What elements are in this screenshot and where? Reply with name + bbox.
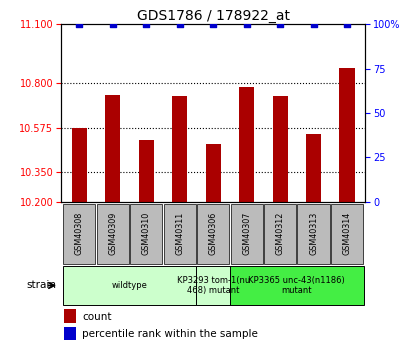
Bar	[297, 204, 330, 264]
Point	[176, 21, 183, 27]
Bar	[239, 87, 254, 202]
Text: GSM40306: GSM40306	[209, 212, 218, 255]
Bar	[206, 144, 220, 202]
Point	[76, 21, 83, 27]
Bar	[164, 204, 196, 264]
Title: GDS1786 / 178922_at: GDS1786 / 178922_at	[136, 9, 290, 23]
Bar	[64, 309, 76, 323]
Bar	[306, 134, 321, 202]
Bar	[72, 128, 87, 202]
Bar	[264, 204, 296, 264]
Point	[143, 21, 150, 27]
Text: GSM40308: GSM40308	[75, 212, 84, 255]
Text: count: count	[82, 312, 112, 322]
Point	[310, 21, 317, 27]
Point	[210, 21, 217, 27]
Text: KP3293 tom-1(nu
468) mutant: KP3293 tom-1(nu 468) mutant	[176, 276, 250, 295]
Text: KP3365 unc-43(n1186)
mutant: KP3365 unc-43(n1186) mutant	[248, 276, 345, 295]
Bar	[231, 204, 262, 264]
Text: GSM40307: GSM40307	[242, 212, 251, 255]
Text: percentile rank within the sample: percentile rank within the sample	[82, 329, 258, 339]
Text: GSM40314: GSM40314	[342, 212, 352, 255]
Bar	[339, 68, 354, 202]
Bar	[331, 204, 363, 264]
Bar	[63, 266, 197, 305]
Text: GSM40312: GSM40312	[276, 212, 285, 255]
Bar	[197, 204, 229, 264]
Bar	[105, 95, 120, 202]
Text: strain: strain	[27, 280, 57, 290]
Point	[109, 21, 116, 27]
Bar	[139, 140, 154, 202]
Text: wildtype: wildtype	[112, 281, 147, 290]
Bar	[130, 204, 162, 264]
Bar	[64, 327, 76, 340]
Bar	[273, 96, 288, 202]
Text: GSM40310: GSM40310	[142, 212, 151, 255]
Point	[243, 21, 250, 27]
Point	[277, 21, 284, 27]
Bar	[197, 266, 230, 305]
Text: GSM40309: GSM40309	[108, 212, 117, 255]
Text: GSM40313: GSM40313	[309, 212, 318, 255]
Bar	[97, 204, 129, 264]
Point	[344, 21, 350, 27]
Text: GSM40311: GSM40311	[175, 212, 184, 255]
Bar	[63, 204, 95, 264]
Bar	[172, 96, 187, 202]
Bar	[230, 266, 364, 305]
